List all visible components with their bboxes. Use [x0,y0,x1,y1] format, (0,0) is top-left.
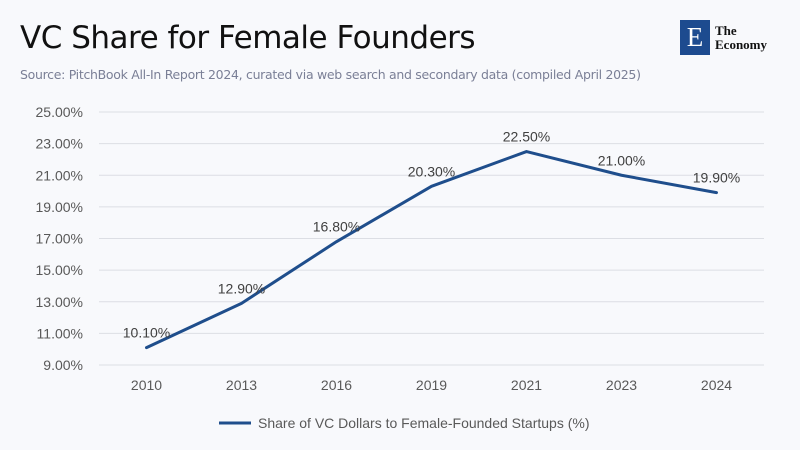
y-tick-label: 25.00% [36,104,83,120]
logo-mark: E [680,20,710,55]
data-label: 16.80% [313,219,360,235]
data-label: 21.00% [598,152,645,168]
x-tick-label: 2023 [606,377,637,393]
x-tick-label: 2013 [226,377,257,393]
logo: E The Economy [680,20,767,55]
x-tick-label: 2016 [321,377,352,393]
data-label: 19.90% [693,170,740,186]
x-tick-label: 2021 [511,377,542,393]
data-label: 12.90% [218,280,265,296]
data-label: 22.50% [503,129,550,145]
data-label: 20.30% [408,163,455,179]
x-tick-label: 2024 [701,377,732,393]
data-label: 10.10% [123,325,170,341]
y-tick-label: 17.00% [36,231,83,247]
x-tick-label: 2010 [131,377,162,393]
series-line [145,150,718,350]
logo-line2: Economy [715,36,767,52]
x-tick-label: 2019 [416,377,447,393]
y-tick-label: 13.00% [36,294,83,310]
legend-label: Share of VC Dollars to Female-Founded St… [258,415,589,431]
y-tick-label: 11.00% [37,325,83,341]
y-tick-label: 19.00% [36,199,83,215]
logo-line1: The [715,22,737,38]
y-tick-label: 23.00% [36,136,83,152]
logo-text: The Economy [715,22,767,52]
y-tick-label: 21.00% [36,167,83,183]
chart-subtitle: Source: PitchBook All-In Report 2024, cu… [20,67,641,82]
y-tick-label: 15.00% [36,262,83,278]
chart-title: VC Share for Female Founders [20,20,476,56]
y-tick-label: 9.00% [43,357,83,373]
